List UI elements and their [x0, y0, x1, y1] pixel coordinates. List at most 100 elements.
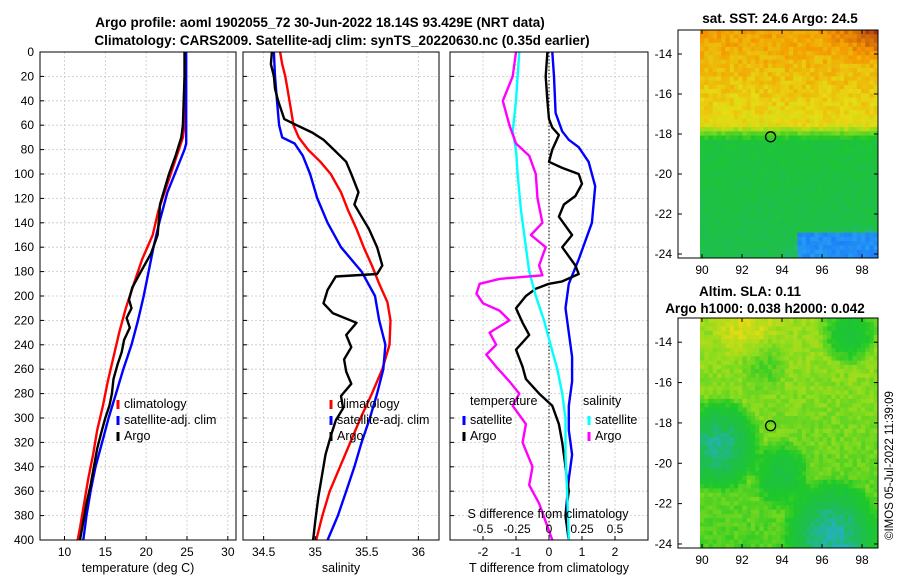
x-axis-label: temperature (deg C)	[82, 561, 195, 575]
map-cell	[712, 207, 718, 212]
map-cell	[755, 398, 760, 404]
map-cell	[746, 245, 752, 250]
map-cell	[716, 420, 722, 425]
map-cell	[712, 76, 718, 82]
map-cell	[721, 403, 726, 408]
map-cell	[865, 386, 870, 391]
map-cell	[738, 484, 743, 489]
map-cell	[801, 356, 807, 361]
map-cell	[738, 228, 743, 234]
y-tick-label: 20	[21, 69, 35, 83]
map-cell	[839, 522, 845, 528]
map-cell	[839, 228, 845, 234]
map-cell	[856, 364, 862, 370]
map-cell	[700, 144, 705, 149]
map-cell	[873, 220, 879, 225]
map-cell	[839, 505, 845, 511]
map-cell	[852, 110, 858, 115]
map-cell	[861, 76, 866, 82]
map-cell	[721, 114, 726, 120]
map-cell	[721, 543, 726, 549]
map-cell	[712, 182, 718, 187]
map-cell	[793, 522, 798, 528]
map-cell	[738, 190, 743, 196]
map-cell	[873, 488, 879, 494]
map-cell	[776, 169, 781, 174]
map-cell	[789, 148, 794, 153]
map-cell	[784, 190, 790, 196]
map-cell	[844, 539, 849, 545]
map-cell	[712, 122, 718, 128]
map-cell	[797, 186, 803, 191]
map-cell	[801, 169, 807, 174]
map-cell	[750, 110, 756, 115]
map-cell	[759, 394, 764, 400]
map-cell	[869, 198, 875, 204]
map-cell	[733, 42, 739, 48]
map-cell	[797, 364, 803, 370]
map-cell	[704, 89, 709, 94]
map-cell	[801, 381, 807, 387]
map-cell	[767, 182, 773, 187]
map-cell	[861, 160, 866, 166]
map-cell	[839, 381, 845, 387]
map-cell	[818, 173, 824, 179]
map-cell	[784, 509, 790, 515]
map-cell	[810, 364, 815, 370]
map-cell	[742, 420, 748, 425]
map-cell	[780, 194, 786, 200]
sla-map-title: Altim. SLA: 0.11	[699, 284, 802, 299]
map-cell	[772, 106, 777, 111]
map-cell	[839, 535, 845, 540]
map-cell	[844, 76, 849, 82]
map-cell	[797, 131, 803, 136]
map-cell	[822, 403, 828, 408]
map-cell	[818, 369, 824, 374]
map-cell	[856, 424, 862, 430]
map-cell	[780, 492, 786, 498]
map-cell	[856, 450, 862, 455]
map-cell	[818, 46, 824, 52]
map-cell	[848, 496, 853, 502]
map-cell	[873, 369, 879, 374]
map-cell	[712, 471, 718, 476]
map-cell	[865, 232, 870, 238]
map-cell	[746, 318, 752, 323]
map-cell	[797, 106, 803, 111]
map-cell	[716, 339, 722, 344]
map-cell	[789, 59, 794, 65]
map-cell	[814, 386, 820, 391]
map-cell	[814, 373, 820, 379]
map-cell	[784, 467, 790, 472]
map-cell	[805, 106, 811, 111]
map-cell	[814, 543, 820, 549]
map-cell	[712, 131, 718, 136]
map-cell	[861, 509, 866, 515]
map-cell	[839, 190, 845, 196]
map-cell	[700, 139, 705, 145]
map-cell	[767, 318, 773, 323]
map-cell	[873, 114, 879, 120]
map-cell	[776, 89, 781, 94]
map-cell	[750, 46, 756, 52]
map-cell	[755, 245, 760, 250]
map-cell	[776, 522, 781, 528]
map-cell	[814, 215, 820, 221]
map-cell	[712, 343, 718, 349]
map-cell	[831, 165, 837, 170]
map-cell	[772, 55, 777, 60]
map-cell	[865, 177, 870, 183]
map-cell	[721, 492, 726, 498]
map-cell	[805, 373, 811, 379]
map-cell	[810, 249, 815, 255]
map-cell	[700, 207, 705, 212]
map-frame	[677, 29, 879, 259]
map-cell	[733, 63, 739, 69]
map-cell	[712, 509, 718, 515]
map-cell	[844, 110, 849, 115]
map-cell	[708, 535, 714, 540]
map-cell	[873, 34, 879, 39]
map-cell	[704, 114, 709, 120]
map-cell	[708, 182, 714, 187]
map-cell	[704, 42, 709, 48]
